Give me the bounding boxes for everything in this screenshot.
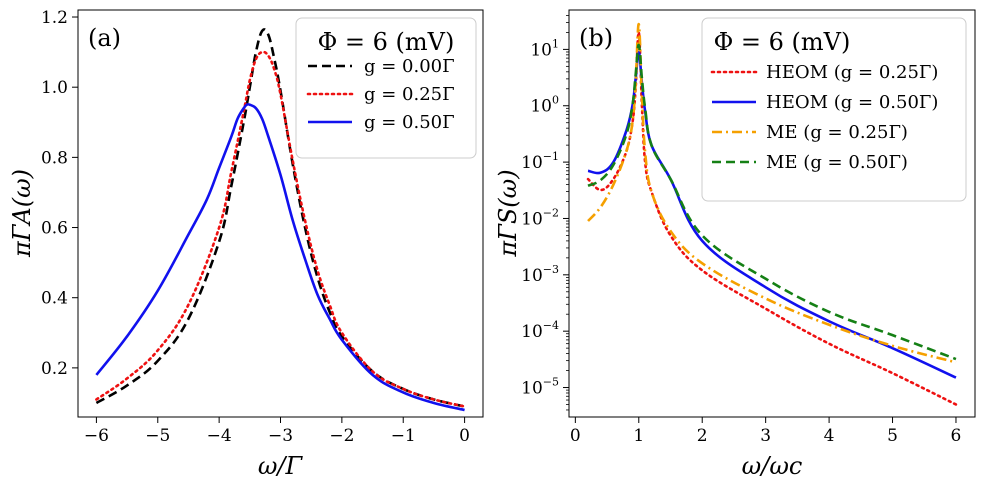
legend-label: g = 0.50Γ: [364, 112, 455, 133]
x-tick-label: −3: [268, 426, 293, 446]
panel-b-ylabel: πΓS(ω): [494, 169, 522, 257]
x-tick-label: 4: [824, 426, 835, 446]
panel-b-series: [586, 22, 958, 406]
y-tick-label: 1.0: [41, 78, 68, 98]
y-tick-label: 10−1: [521, 150, 559, 173]
panel-b: 0 1 2 3 4 5 6 10−5 10−4 10−3 10−2 10−1 100 101 (b) ω/…: [494, 9, 976, 480]
x-tick-label: 1: [633, 426, 644, 446]
panel-b-frame: [568, 9, 976, 418]
x-tick-label: 6: [951, 426, 962, 446]
panel-b-ticks: 0 1 2 3 4 5 6 10−5 10−4 10−3 10−2 10−1 100 101: [521, 15, 961, 446]
legend-label: g = 0.25Γ: [364, 84, 455, 105]
panel-b-legend-box: [701, 17, 967, 202]
series-line: [586, 31, 958, 406]
panel-a-xlabel: ω/Γ: [258, 452, 304, 480]
panel-a: −6 −5 −4 −3 −2 −1 00.20.40.60.81.01.2 (a) ω/Γ …: [8, 8, 484, 480]
x-tick-label: −6: [84, 426, 109, 446]
panel-a-ticks: −6 −5 −4 −3 −2 −1 0 0.2 0.4 0.6 0.8 1.0 1.2: [41, 8, 470, 446]
y-tick-label: 0.4: [41, 289, 68, 309]
legend-label: ME (g = 0.50Γ): [766, 152, 908, 173]
x-tick-label: −1: [391, 426, 416, 446]
y-tick-label: 0.2: [41, 359, 68, 379]
panel-b-label: (b): [579, 24, 613, 52]
series-line: [95, 50, 466, 408]
panel-a-ylabel: πΓA(ω): [8, 169, 36, 258]
y-tick-label: 100: [530, 94, 559, 117]
legend-label: HEOM (g = 0.50Γ): [766, 92, 938, 113]
series-line: [587, 22, 957, 364]
panel-a-series: [95, 28, 466, 412]
y-tick-label: 101: [530, 37, 559, 60]
panel-b-xlabel: ω/ωc: [742, 452, 803, 480]
x-tick-label: 3: [760, 426, 771, 446]
x-tick-label: 0: [459, 426, 470, 446]
y-tick-label: 10−3: [521, 263, 559, 286]
series-line: [587, 43, 957, 361]
y-tick-label: 0.6: [41, 219, 68, 239]
panel-b-legend: Φ = 6 (mV) HEOM (g = 0.25Γ) HEOM (g = 0.5…: [701, 17, 967, 202]
panel-a-legend-title: Φ = 6 (mV): [318, 28, 455, 56]
x-tick-label: 2: [697, 426, 708, 446]
panel-a-legend: Φ = 6 (mV) g = 0.00Γ g = 0.25Γ g = 0.50Γ: [295, 17, 477, 159]
panel-b-legend-title: Φ = 6 (mV): [714, 28, 851, 56]
x-tick-label: 0: [570, 426, 581, 446]
y-tick-label: 1.2: [41, 8, 68, 28]
y-tick-label: 10−5: [521, 376, 559, 399]
x-tick-label: −4: [207, 426, 232, 446]
y-tick-label: 10−4: [521, 319, 559, 342]
x-tick-label: −5: [145, 426, 170, 446]
x-tick-label: 5: [887, 426, 898, 446]
y-tick-label: 0.8: [41, 148, 68, 168]
legend-label: HEOM (g = 0.25Γ): [766, 62, 938, 83]
legend-label: ME (g = 0.25Γ): [766, 122, 908, 143]
x-tick-label: −2: [329, 426, 354, 446]
legend-label: g = 0.00Γ: [364, 56, 455, 77]
series-line: [95, 102, 465, 412]
panel-a-label: (a): [88, 24, 121, 52]
y-tick-label: 10−2: [521, 206, 559, 229]
